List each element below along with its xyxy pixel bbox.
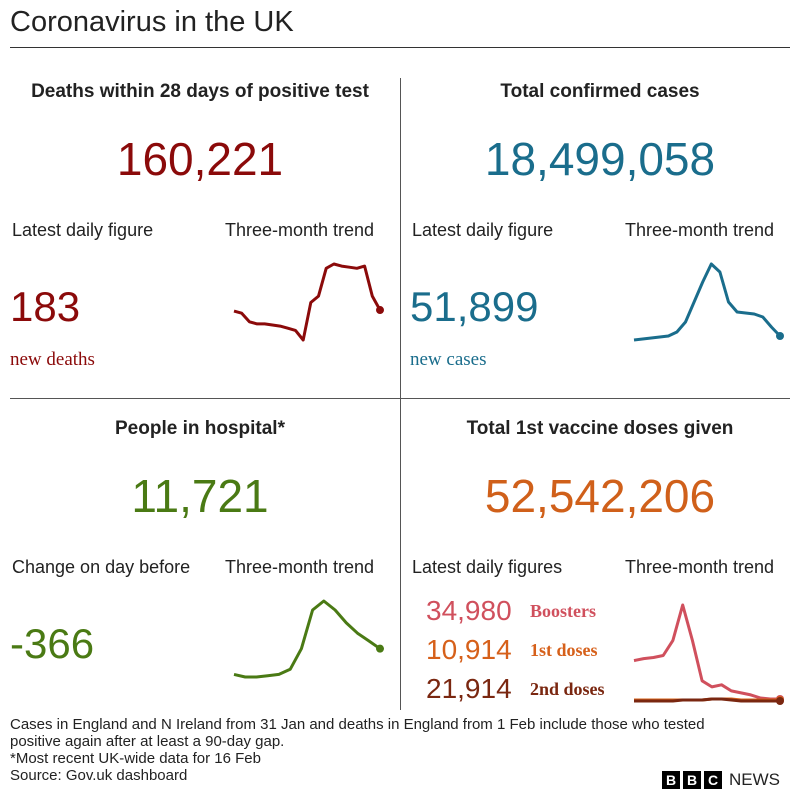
figure-label: 1st doses	[530, 640, 598, 660]
trend-line	[233, 599, 381, 679]
figure-value: 10,914	[426, 634, 512, 665]
sparkline	[233, 599, 384, 679]
brand: B B C NEWS	[662, 770, 780, 790]
trend-line	[633, 603, 780, 701]
brand-letter: B	[662, 771, 680, 789]
latest-label: Latest daily figure	[412, 220, 554, 240]
trend-label: Three-month trend	[225, 557, 375, 577]
panel-title: People in hospital*	[115, 418, 285, 439]
trend-line	[233, 262, 382, 342]
footnotes: Cases in England and N Ireland from 31 J…	[10, 716, 750, 784]
page-title: Coronavirus in the UK	[10, 6, 294, 38]
brand-letter: B	[683, 771, 701, 789]
panel-total: 11,721	[131, 470, 269, 522]
footnote: Cases in England and N Ireland from 31 J…	[10, 716, 705, 750]
trend-line	[634, 697, 780, 703]
figure-label: Boosters	[530, 601, 596, 621]
figure-label: new deaths	[10, 349, 95, 370]
panel-title: Total confirmed cases	[500, 81, 700, 102]
trend-end	[776, 697, 784, 705]
vertical-divider	[400, 78, 401, 710]
figure-label: 2nd doses	[530, 679, 605, 699]
source: Source: Gov.uk dashboard	[10, 767, 188, 784]
figure-value: -366	[10, 620, 95, 667]
panel-title: Total 1st vaccine doses given	[466, 418, 734, 439]
latest-label: Latest daily figure	[12, 220, 154, 240]
figure-value: 34,980	[426, 595, 512, 626]
sparkline	[633, 262, 784, 342]
trend-end	[376, 306, 384, 315]
panel-title: Deaths within 28 days of positive test	[31, 81, 369, 102]
trend-label: Three-month trend	[225, 220, 375, 240]
footnote: *Most recent UK-wide data for 16 Feb	[10, 750, 261, 767]
figure-value: 51,899	[410, 283, 539, 330]
trend-label: Three-month trend	[625, 557, 775, 577]
horizontal-divider	[10, 398, 790, 399]
trend-line	[633, 262, 782, 342]
panel-total: 160,221	[116, 133, 284, 185]
figure-value: 183	[10, 283, 81, 330]
figure-value: 21,914	[426, 673, 512, 704]
panel-total: 52,542,206	[484, 470, 716, 522]
trend-end	[776, 332, 784, 340]
latest-label: Latest daily figures	[412, 557, 563, 577]
brand-letter: C	[704, 771, 722, 789]
sparkline	[233, 262, 384, 342]
latest-label: Change on day before	[12, 557, 191, 577]
panel-total: 18,499,058	[484, 133, 716, 185]
trend-end	[376, 644, 384, 653]
title-rule	[10, 47, 790, 48]
sparkline	[633, 603, 784, 705]
brand-name: NEWS	[729, 770, 780, 789]
figure-label: new cases	[410, 349, 487, 370]
trend-label: Three-month trend	[625, 220, 775, 240]
